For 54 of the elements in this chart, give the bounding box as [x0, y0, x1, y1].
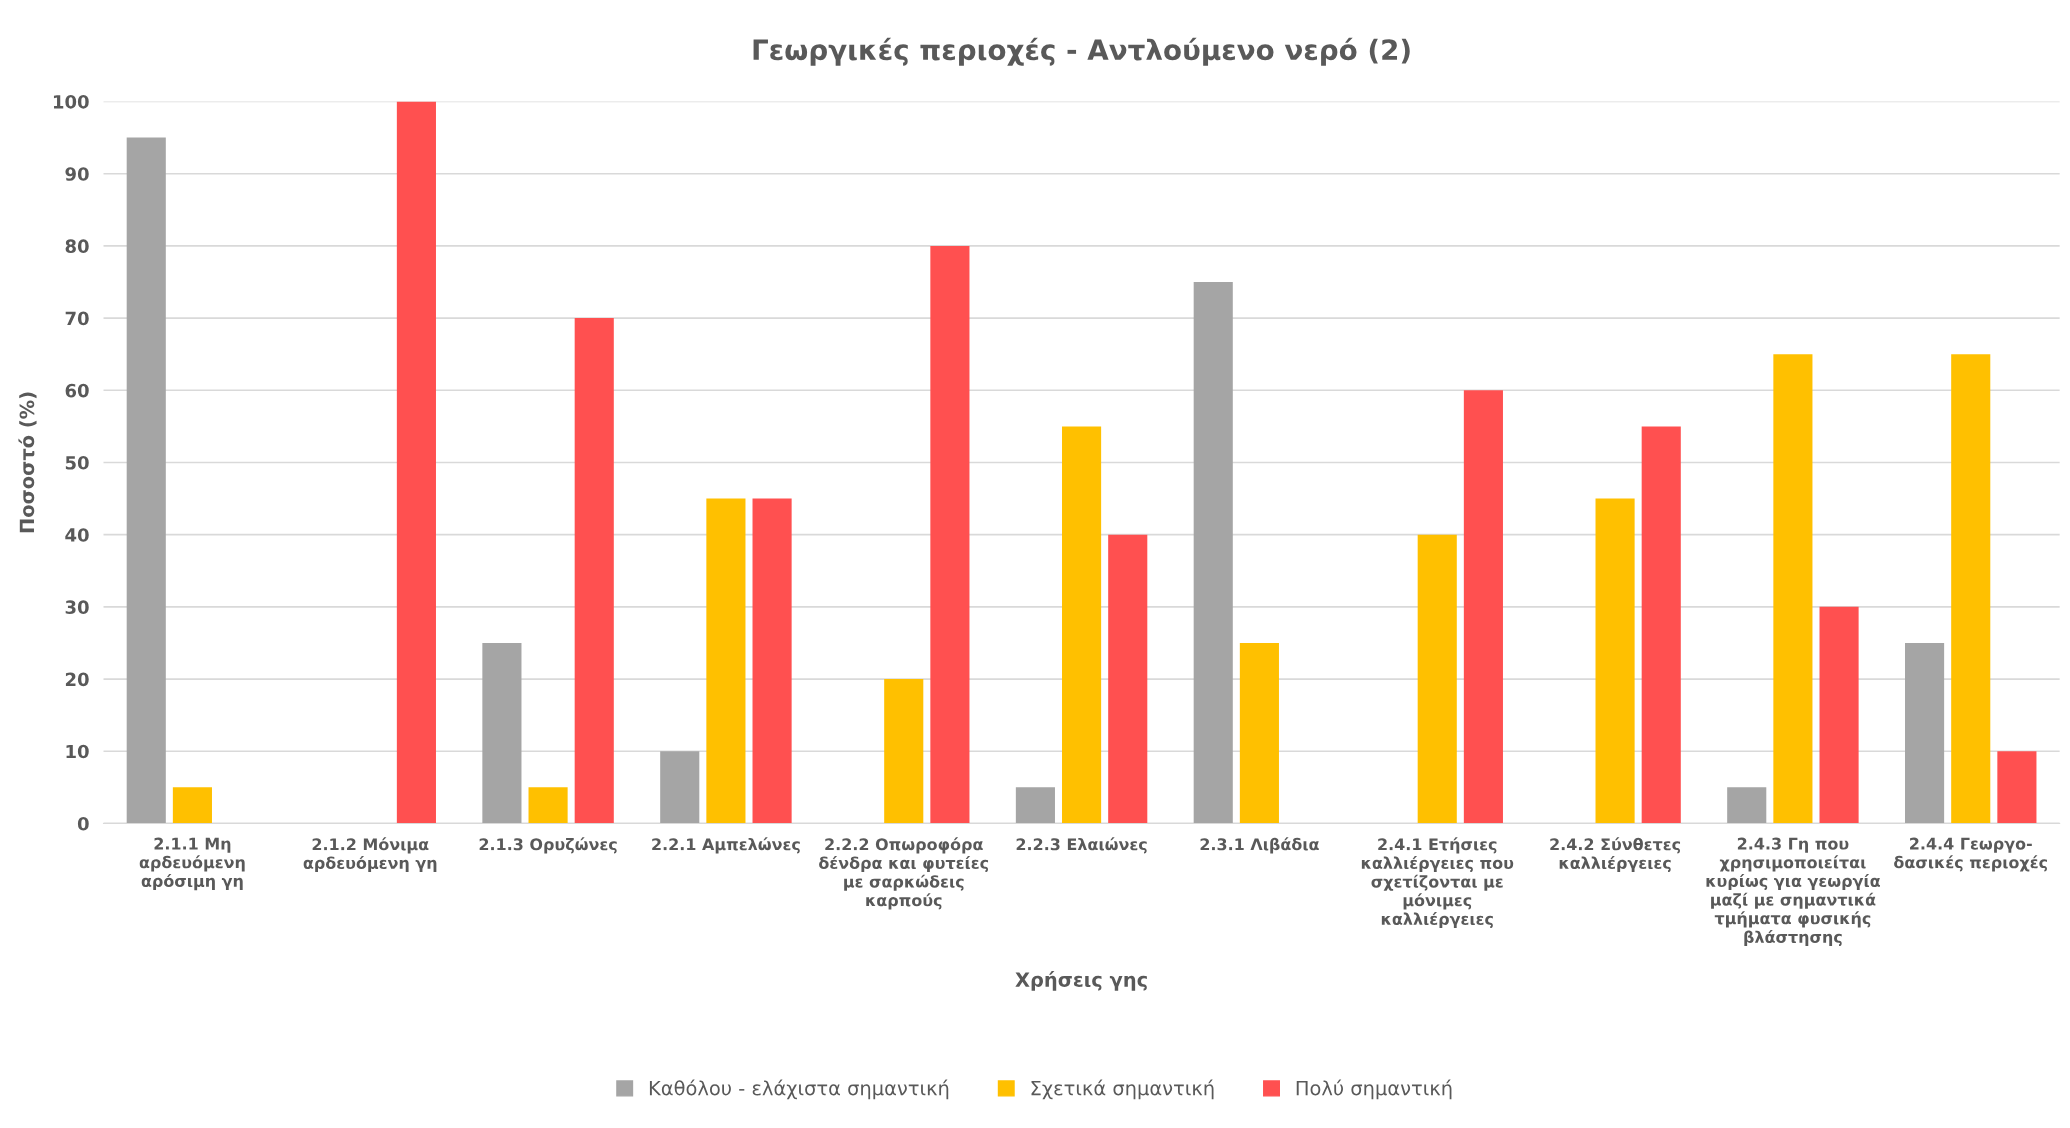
bar [1463, 390, 1503, 824]
y-tick-label: 10 [66, 744, 89, 759]
chart-title: Γεωργικές περιοχές - Αντλούμενο νερό (2) [753, 37, 1410, 66]
bar [1015, 787, 1055, 824]
x-tick-label: 2.2.2 Οπωροφόρα δένδρα και φυτείες με σαρκώδεις καρπούς [819, 837, 989, 910]
y-tick-label: 30 [65, 600, 89, 614]
x-tick-label: 2.1.2 Μόνιμα αρδευόμενη γη [303, 837, 437, 873]
bar [1108, 534, 1148, 824]
y-tick-label: 0 [77, 816, 89, 831]
bar [660, 751, 700, 824]
bar [1773, 354, 1813, 824]
y-tick-label: 80 [65, 239, 89, 254]
bar [706, 498, 746, 824]
x-tick-label: 2.3.1 Λιβάδια [1200, 837, 1319, 854]
x-tick-label: 2.2.1 Αμπελώνες [652, 837, 800, 854]
bar [1641, 426, 1681, 824]
y-tick-label: 40 [65, 528, 89, 542]
y-tick-label: 50 [65, 455, 89, 470]
bar [884, 679, 924, 824]
bar [1951, 354, 1991, 824]
y-tick-label: 90 [65, 167, 89, 181]
bar [528, 787, 568, 824]
x-tick-label: 2.2.3 Ελαιώνες [1016, 837, 1147, 854]
x-tick-label: 2.4.4 Γεωργο- δασικές περιοχές [1894, 837, 2048, 872]
bar [930, 245, 970, 824]
bar [1819, 606, 1859, 824]
bar [172, 787, 212, 824]
bar [1239, 642, 1279, 824]
y-tick-label: 100 [53, 94, 89, 109]
y-tick-label: 70 [65, 311, 89, 326]
y-tick-label: 20 [65, 672, 89, 687]
bar [574, 318, 614, 824]
bar [482, 642, 522, 824]
bar [396, 101, 436, 824]
bar [1997, 751, 2037, 824]
bar [752, 498, 792, 824]
x-tick-label: 2.4.2 Σύνθετες καλλιέργειες [1550, 837, 1681, 873]
bar [1727, 787, 1767, 824]
x-axis-title: Χρήσεις γης [1015, 971, 1147, 991]
legend-label: Σχετικά σημαντική [1031, 1079, 1214, 1100]
y-tick-label: 60 [65, 383, 89, 398]
x-tick-label: 2.1.1 Μη αρδευόμενη αρόσιμη γη [139, 837, 245, 891]
legend-label: Καθόλου - ελάχιστα σημαντική [649, 1079, 949, 1100]
x-tick-label: 2.4.1 Ετήσιες καλλιέργειες που σχετίζονται με μόνιμες καλλιέργειες [1361, 837, 1514, 929]
bar [1417, 534, 1457, 824]
legend-label: Πολύ σημαντική [1296, 1079, 1452, 1100]
x-tick-label: 2.1.3 Ορυζώνες [479, 837, 617, 854]
bar [1595, 498, 1635, 824]
bar [1905, 642, 1945, 824]
bar [1062, 426, 1102, 824]
y-axis-title: Ποσοστό (%) [18, 392, 37, 533]
x-tick-label: 2.4.3 Γη που χρησιμοποιείται κυρίως για γεωργία μαζί με σημαντικά τμήματα φυσικής βλάστησης [1706, 837, 1880, 947]
bar [1193, 282, 1233, 824]
bar [126, 137, 166, 824]
